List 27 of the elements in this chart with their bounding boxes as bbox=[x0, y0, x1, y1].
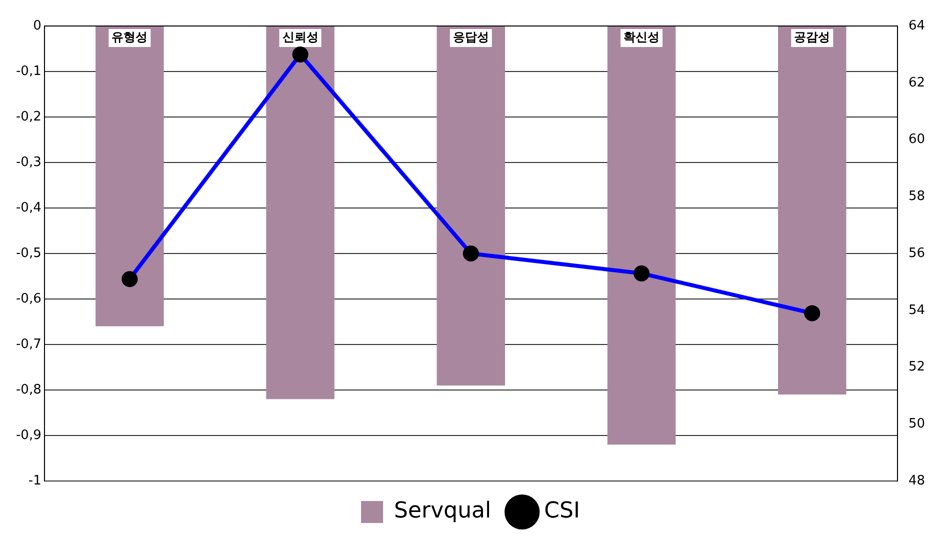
legend-label: CSI bbox=[544, 498, 580, 524]
x-tick-label: 신뢰성 bbox=[282, 30, 318, 44]
y2-tick-label: 62 bbox=[908, 75, 926, 90]
x-tick-label: 공감성 bbox=[794, 30, 830, 44]
y-tick-label: -0,9 bbox=[16, 428, 42, 443]
y-tick-label: -0,7 bbox=[16, 336, 42, 352]
y2-tick-label: 60 bbox=[908, 132, 926, 148]
y-tick-label: -0,5 bbox=[16, 246, 42, 261]
y2-tick-label: 58 bbox=[908, 189, 926, 204]
x-tick-label: 확신성 bbox=[624, 30, 660, 44]
y2-tick-label: 54 bbox=[908, 302, 926, 318]
y2-tick-label: 50 bbox=[908, 416, 926, 432]
y2-tick-label: 56 bbox=[908, 246, 926, 261]
y-tick-label: -0,8 bbox=[16, 382, 42, 398]
y-tick-label: -0,4 bbox=[16, 200, 42, 216]
x-tick-label: 응답성 bbox=[452, 30, 489, 44]
y2-tick-label: 64 bbox=[908, 18, 926, 34]
y-tick-label: -0,2 bbox=[16, 109, 42, 124]
y-tick-label: -0,6 bbox=[16, 291, 42, 306]
x-tick-label: 유형성 bbox=[112, 30, 148, 44]
y-tick-label: 0 bbox=[33, 18, 42, 34]
y-tick-label: -0,1 bbox=[16, 64, 42, 79]
y-tick-label: -1 bbox=[28, 473, 42, 488]
legend-label: Servqual bbox=[394, 498, 492, 524]
y2-tick-label: 52 bbox=[908, 360, 926, 375]
y2-tick-label: 48 bbox=[908, 473, 926, 488]
y-tick-label: -0,3 bbox=[16, 154, 42, 170]
